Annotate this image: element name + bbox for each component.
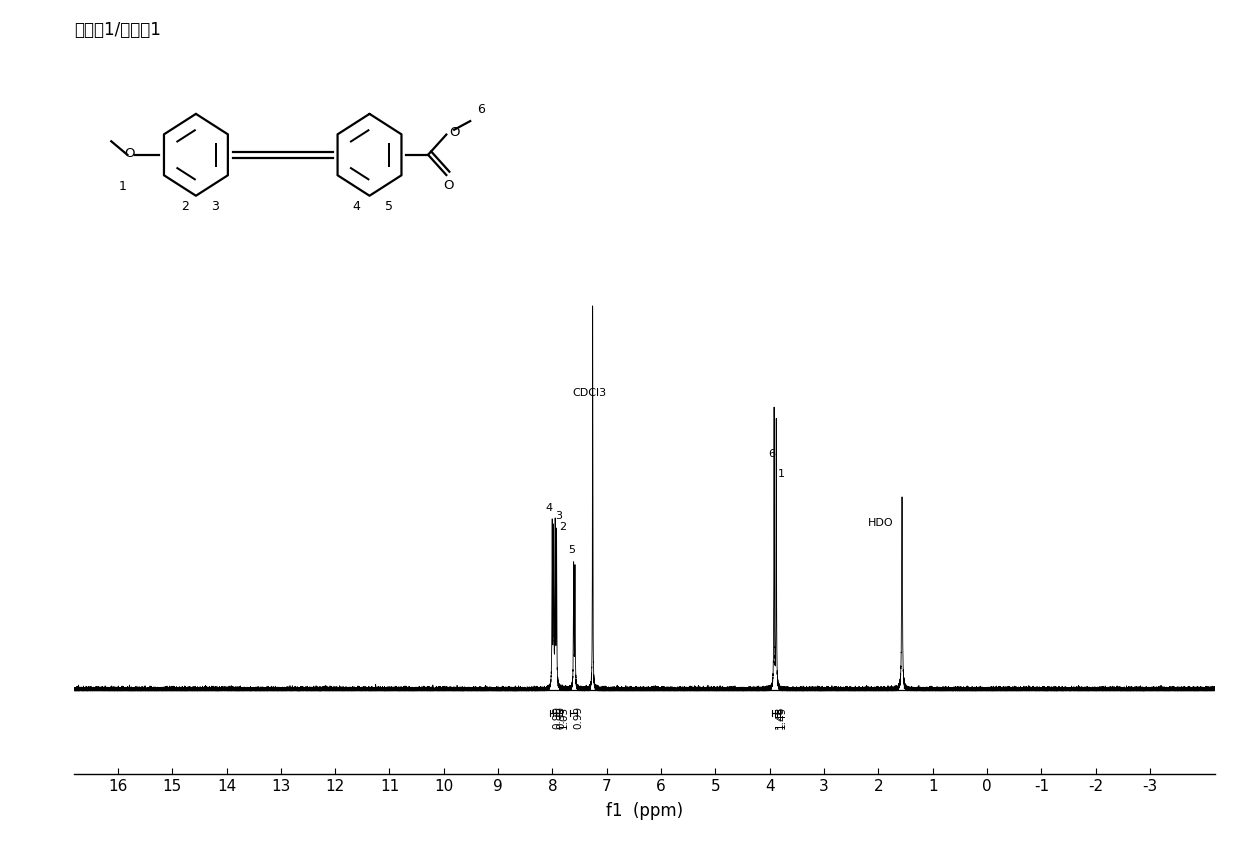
Text: O: O (449, 126, 460, 138)
Text: 3: 3 (212, 200, 219, 213)
Text: 1.03: 1.03 (559, 706, 569, 728)
Text: 4: 4 (546, 503, 553, 513)
Text: 3: 3 (556, 511, 563, 521)
Text: 化合特1/化合特1: 化合特1/化合特1 (74, 22, 161, 40)
Text: HDO: HDO (868, 519, 894, 528)
Text: 1: 1 (118, 180, 126, 193)
Text: 4: 4 (352, 200, 361, 213)
Text: CDCl3: CDCl3 (573, 388, 606, 398)
Text: 2: 2 (559, 522, 565, 532)
Text: 5: 5 (568, 545, 575, 556)
Text: 0.99: 0.99 (553, 706, 563, 728)
Text: 0.99: 0.99 (574, 706, 584, 728)
Text: 5: 5 (386, 200, 393, 213)
Text: 1: 1 (779, 469, 785, 478)
Text: 2: 2 (181, 200, 188, 213)
Text: 6: 6 (768, 450, 775, 459)
X-axis label: f1  (ppm): f1 (ppm) (606, 802, 683, 820)
Text: O: O (444, 179, 454, 192)
Text: O: O (124, 147, 134, 160)
Text: 1.48: 1.48 (774, 705, 785, 728)
Text: 6: 6 (477, 102, 485, 115)
Text: 0.99: 0.99 (556, 706, 565, 728)
Text: 1.49: 1.49 (777, 705, 787, 728)
